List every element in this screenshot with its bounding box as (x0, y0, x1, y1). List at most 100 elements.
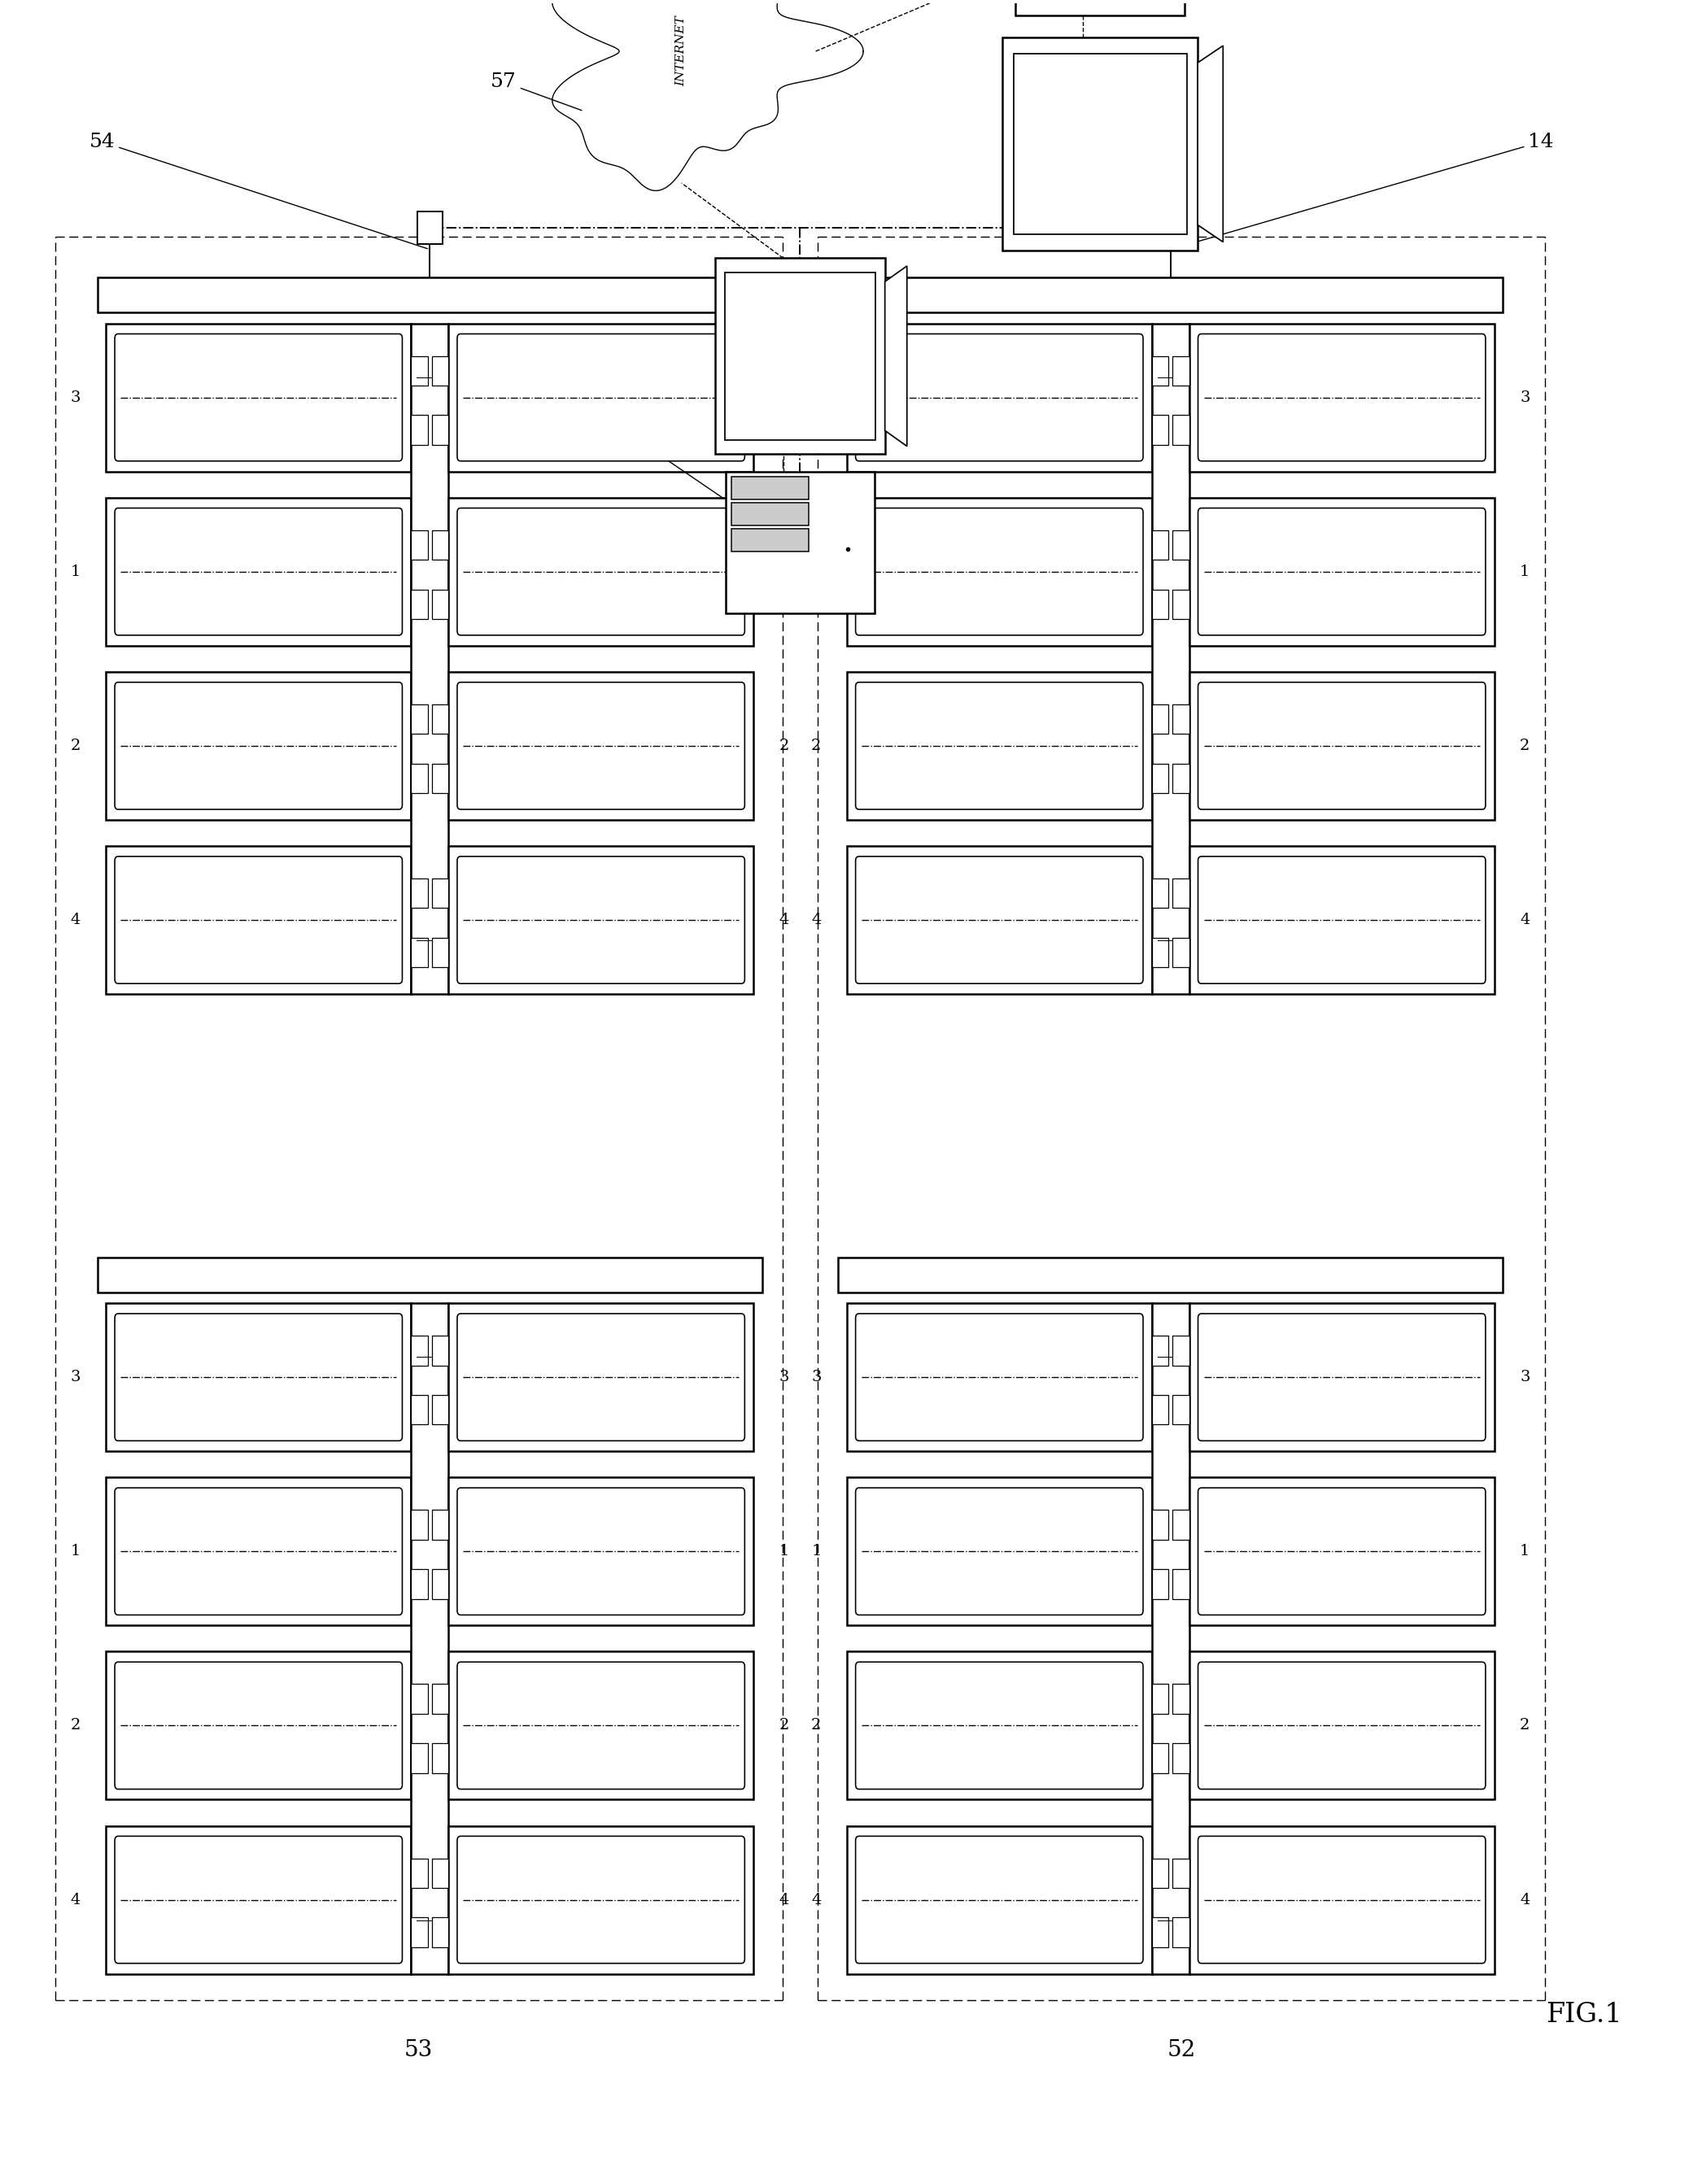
FancyBboxPatch shape (412, 1918, 427, 1948)
FancyBboxPatch shape (448, 498, 754, 646)
FancyBboxPatch shape (848, 673, 1152, 819)
FancyBboxPatch shape (412, 937, 427, 968)
FancyBboxPatch shape (432, 1684, 448, 1714)
FancyBboxPatch shape (412, 1568, 427, 1599)
FancyBboxPatch shape (1152, 1568, 1169, 1599)
FancyBboxPatch shape (1152, 1396, 1169, 1424)
FancyBboxPatch shape (1152, 764, 1169, 793)
FancyBboxPatch shape (412, 1684, 427, 1714)
FancyBboxPatch shape (432, 1396, 448, 1424)
FancyBboxPatch shape (412, 878, 427, 909)
FancyBboxPatch shape (412, 764, 427, 793)
FancyBboxPatch shape (448, 1476, 754, 1625)
Text: 54: 54 (89, 133, 427, 249)
FancyBboxPatch shape (432, 356, 448, 387)
Text: 2: 2 (1520, 738, 1530, 753)
FancyBboxPatch shape (106, 323, 412, 472)
FancyBboxPatch shape (1152, 1509, 1169, 1540)
FancyBboxPatch shape (839, 1258, 1503, 1293)
Text: 4: 4 (1520, 913, 1530, 928)
FancyBboxPatch shape (1152, 1743, 1169, 1773)
Text: 52: 52 (1168, 2040, 1197, 2062)
FancyBboxPatch shape (106, 845, 412, 994)
Text: 14: 14 (1173, 133, 1554, 249)
FancyBboxPatch shape (1173, 705, 1190, 734)
FancyBboxPatch shape (458, 681, 745, 810)
FancyBboxPatch shape (1173, 1743, 1190, 1773)
FancyBboxPatch shape (856, 334, 1144, 461)
Text: 57: 57 (490, 72, 582, 111)
FancyBboxPatch shape (412, 323, 448, 994)
Text: 2: 2 (70, 738, 80, 753)
FancyBboxPatch shape (1198, 1487, 1486, 1614)
FancyBboxPatch shape (106, 1304, 412, 1450)
FancyBboxPatch shape (448, 845, 754, 994)
FancyBboxPatch shape (715, 258, 885, 454)
FancyBboxPatch shape (725, 273, 875, 439)
Text: 3: 3 (780, 1369, 790, 1385)
FancyBboxPatch shape (412, 590, 427, 618)
FancyBboxPatch shape (412, 1304, 448, 1974)
FancyBboxPatch shape (1152, 937, 1169, 968)
FancyBboxPatch shape (1190, 1826, 1494, 1974)
Text: 55: 55 (616, 424, 723, 498)
FancyBboxPatch shape (412, 1396, 427, 1424)
FancyBboxPatch shape (432, 1337, 448, 1365)
FancyBboxPatch shape (458, 334, 745, 461)
FancyBboxPatch shape (1198, 1837, 1486, 1963)
FancyBboxPatch shape (417, 212, 443, 245)
FancyBboxPatch shape (1198, 1662, 1486, 1789)
FancyBboxPatch shape (1152, 878, 1169, 909)
FancyBboxPatch shape (432, 705, 448, 734)
FancyBboxPatch shape (114, 856, 402, 983)
FancyBboxPatch shape (1173, 1509, 1190, 1540)
FancyBboxPatch shape (856, 856, 1144, 983)
FancyBboxPatch shape (432, 764, 448, 793)
FancyBboxPatch shape (1152, 1918, 1169, 1948)
FancyBboxPatch shape (848, 498, 1152, 646)
FancyBboxPatch shape (848, 1476, 1152, 1625)
FancyBboxPatch shape (856, 1487, 1144, 1614)
Text: 4: 4 (70, 1891, 80, 1907)
FancyBboxPatch shape (1152, 705, 1169, 734)
FancyBboxPatch shape (412, 1509, 427, 1540)
FancyBboxPatch shape (114, 681, 402, 810)
FancyBboxPatch shape (114, 509, 402, 636)
Text: 4: 4 (1520, 1891, 1530, 1907)
FancyBboxPatch shape (856, 1837, 1144, 1963)
Text: 2: 2 (812, 1719, 822, 1732)
FancyBboxPatch shape (458, 509, 745, 636)
FancyBboxPatch shape (458, 1313, 745, 1441)
FancyBboxPatch shape (114, 1487, 402, 1614)
FancyBboxPatch shape (1173, 1684, 1190, 1714)
FancyBboxPatch shape (1173, 1396, 1190, 1424)
FancyBboxPatch shape (448, 673, 754, 819)
FancyBboxPatch shape (412, 415, 427, 446)
Text: 4: 4 (780, 1891, 790, 1907)
FancyBboxPatch shape (1152, 323, 1190, 994)
Text: INTERNET: INTERNET (676, 15, 688, 87)
FancyBboxPatch shape (848, 1304, 1152, 1450)
FancyBboxPatch shape (1152, 415, 1169, 446)
FancyBboxPatch shape (1173, 356, 1190, 387)
FancyBboxPatch shape (1152, 590, 1169, 618)
FancyBboxPatch shape (1002, 37, 1198, 251)
Text: 3: 3 (1520, 1369, 1530, 1385)
FancyBboxPatch shape (412, 356, 427, 387)
Text: 2: 2 (780, 738, 790, 753)
FancyBboxPatch shape (432, 1509, 448, 1540)
Text: 4: 4 (812, 913, 822, 928)
FancyBboxPatch shape (1190, 498, 1494, 646)
Polygon shape (1198, 46, 1224, 242)
Text: 3: 3 (812, 1369, 822, 1385)
FancyBboxPatch shape (1190, 1651, 1494, 1800)
Text: 1: 1 (70, 563, 80, 579)
Text: 3: 3 (812, 391, 822, 404)
FancyBboxPatch shape (1152, 356, 1169, 387)
FancyBboxPatch shape (1152, 1337, 1169, 1365)
Text: 2: 2 (1520, 1719, 1530, 1732)
Text: 4: 4 (780, 913, 790, 928)
FancyBboxPatch shape (856, 509, 1144, 636)
FancyBboxPatch shape (1152, 531, 1169, 559)
FancyBboxPatch shape (106, 1476, 412, 1625)
